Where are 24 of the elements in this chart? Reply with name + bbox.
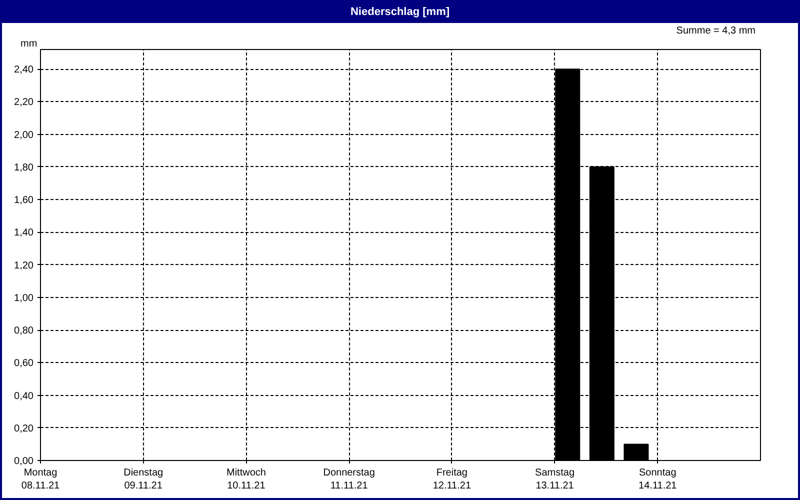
y-tick-label: 1,80 xyxy=(14,162,34,174)
x-tick-label: Mittwoch 10.11.21 xyxy=(226,468,266,492)
bar xyxy=(624,444,649,460)
x-tick-label: Montag 08.11.21 xyxy=(21,468,60,492)
y-tick-label: 0,80 xyxy=(14,326,34,337)
y-tick-label: 1,20 xyxy=(14,260,34,272)
y-tick-label: 2,00 xyxy=(14,130,34,141)
x-tick-label: Dienstag 09.11.21 xyxy=(124,468,164,492)
y-tick-label: 0,40 xyxy=(14,390,34,402)
x-tick-label: Sonntag 14.11.21 xyxy=(638,468,678,492)
text: Summe = 4,3 mm xyxy=(676,26,756,36)
chart-title: Niederschlag [mm] xyxy=(2,2,798,23)
y-tick-label: 1,60 xyxy=(14,195,34,206)
y-tick-label: 0,00 xyxy=(14,456,34,467)
y-axis-title: mm xyxy=(20,38,38,50)
y-tick-label: 0,20 xyxy=(14,423,34,434)
y-tick-label: 1,40 xyxy=(14,228,34,239)
y-tick-label: 2,40 xyxy=(14,64,34,76)
y-tick-label: 1,00 xyxy=(14,292,34,304)
x-tick-label: Freitag 12.11.21 xyxy=(432,468,472,492)
x-tick-label: Samstag 13.11.21 xyxy=(535,468,575,492)
x-tick-label: Donnerstag 11.11.21 xyxy=(323,468,375,492)
y-tick-label: 2,20 xyxy=(14,97,34,108)
y-tick-label: 0,60 xyxy=(14,358,34,370)
